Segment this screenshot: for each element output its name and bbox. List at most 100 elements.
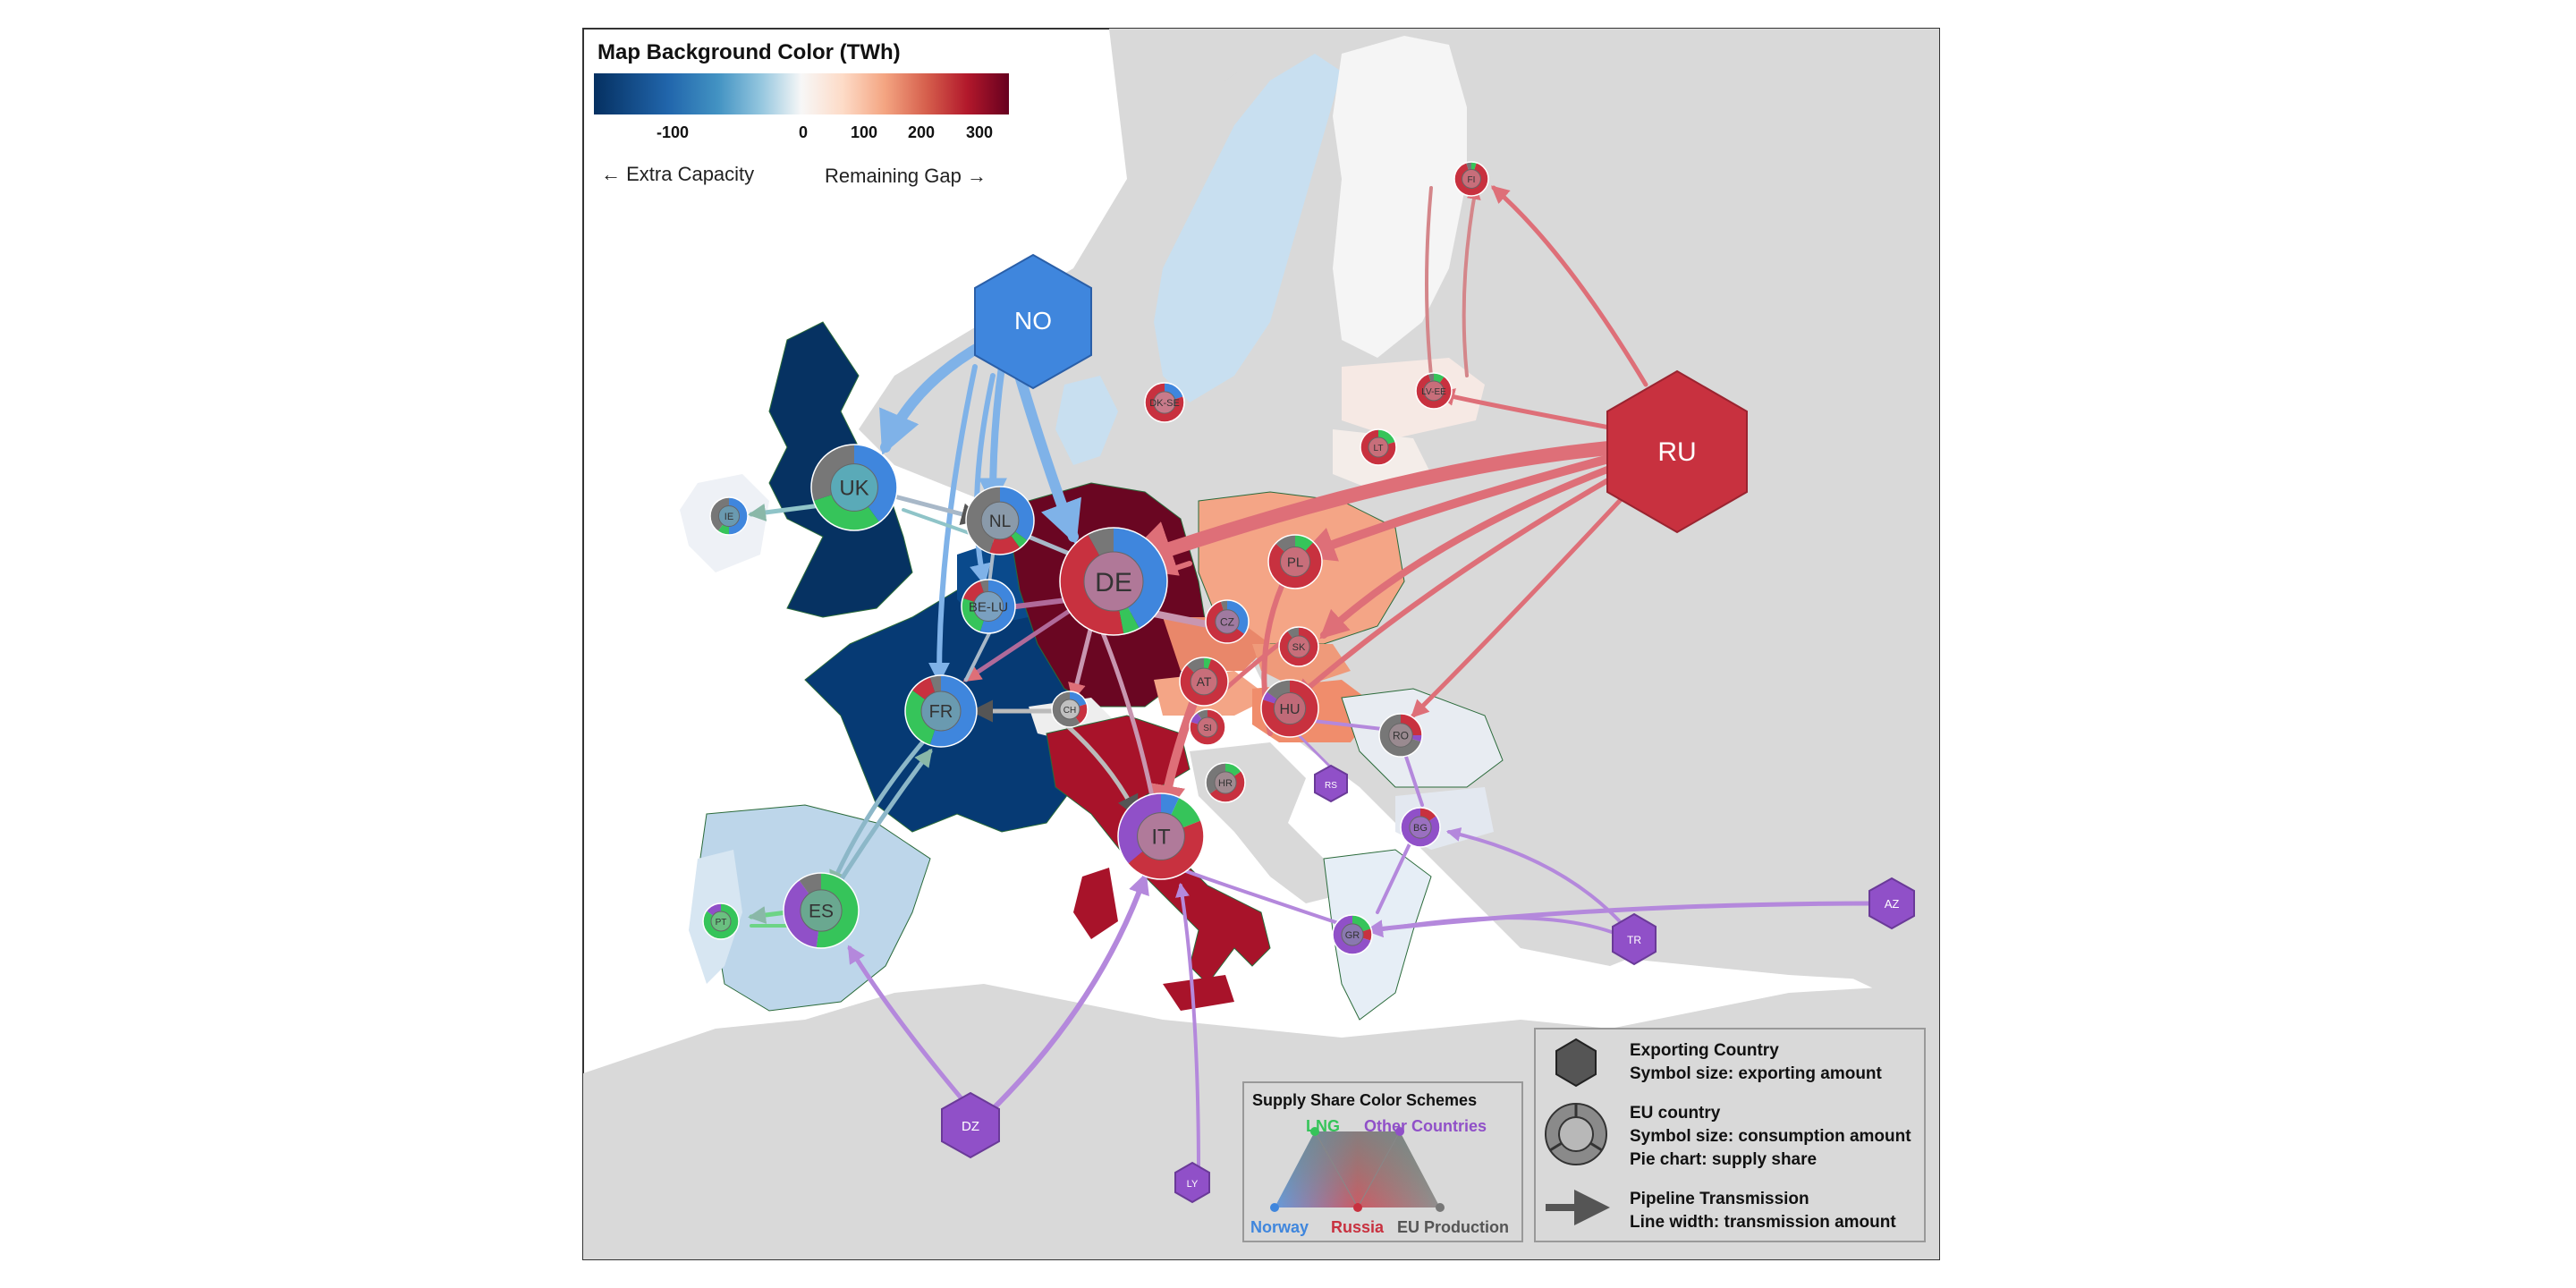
eu-node-label: BE-LU	[969, 599, 1008, 614]
pie-center	[1197, 716, 1218, 738]
pie-center	[1388, 723, 1413, 748]
exporter-rs[interactable]: RS	[1314, 764, 1348, 803]
pipe-uk-nl	[892, 494, 984, 525]
pie-center	[1462, 169, 1481, 189]
pipe-dz-es	[847, 945, 973, 1112]
eu-node-dk-se[interactable]: DK-SE	[1144, 382, 1185, 423]
pie-outline	[810, 444, 898, 531]
eu-node-nl[interactable]: NL	[965, 486, 1035, 555]
pipe-lv-fi	[1462, 184, 1481, 377]
pipe-hu-ro	[1304, 718, 1384, 731]
pipe-title: Pipeline Transmission	[1630, 1190, 1809, 1208]
eu-node-hu[interactable]: HU	[1260, 679, 1319, 738]
pipe-ru-pl	[1299, 452, 1623, 562]
eu-node-label: NL	[989, 513, 1011, 531]
exporter-label: AZ	[1885, 897, 1900, 911]
exporters: NO RU DZ LY AZ TR RS	[941, 253, 1915, 1204]
pie-center	[1153, 391, 1176, 414]
pie-outline	[1400, 807, 1441, 848]
eu-node-ro[interactable]: RO	[1378, 713, 1423, 758]
eu-node-pl[interactable]: PL	[1267, 534, 1323, 589]
eu-node-label: HR	[1218, 778, 1233, 789]
eu-node-label: RO	[1393, 729, 1409, 741]
colorbar: Map Background Color (TWh) -100 0 100 20…	[594, 40, 1009, 187]
eu-node-lv-ee[interactable]: LV-EE	[1415, 372, 1453, 410]
russia-label: Russia	[1331, 1218, 1385, 1236]
pipe-be-fr	[964, 624, 995, 682]
eu-node-label: AT	[1197, 674, 1212, 689]
pipe-ru-hu	[1293, 471, 1622, 701]
sweden-land	[1154, 54, 1342, 402]
eu-node-cz[interactable]: CZ	[1205, 599, 1250, 644]
eu-node-label: HU	[1279, 702, 1300, 717]
exporter-tr[interactable]: TR	[1612, 912, 1657, 966]
exporter-az[interactable]: AZ	[1868, 877, 1915, 930]
exporter-no[interactable]: NO	[974, 253, 1092, 390]
pipe-ly-it	[1175, 882, 1200, 1174]
lng-label: LNG	[1306, 1117, 1340, 1135]
eu-node-fr[interactable]: FR	[904, 674, 978, 748]
exporter-ly[interactable]: LY	[1174, 1161, 1210, 1204]
pie-outline	[1278, 626, 1319, 667]
pie-outline	[1144, 382, 1185, 423]
symbol-legend: Exporting Country Symbol size: exporting…	[1534, 1028, 1926, 1242]
eu-node-be-lu[interactable]: BE-LU	[961, 579, 1016, 634]
pie-center	[1083, 551, 1144, 612]
colorbar-tick: 100	[851, 123, 877, 141]
eu-node-bg[interactable]: BG	[1400, 807, 1441, 848]
exporter-label: RU	[1657, 437, 1696, 467]
eu-node-uk[interactable]: UK	[810, 444, 898, 531]
sicily-land	[1163, 975, 1234, 1011]
pie-center	[973, 591, 1004, 622]
other-dot	[1395, 1127, 1404, 1136]
eu-title: EU country	[1630, 1104, 1721, 1123]
colorbar-tick: 200	[908, 123, 935, 141]
pie-outline	[709, 496, 749, 536]
eu-node-label: SK	[1292, 642, 1306, 653]
pie-outline	[1117, 792, 1205, 880]
pipe-no-de	[1014, 370, 1081, 545]
eu-node-lt[interactable]: LT	[1360, 428, 1397, 466]
pipe-de-it	[1097, 623, 1157, 808]
pie-center	[1280, 547, 1310, 577]
pipe-nl-uk	[902, 508, 981, 538]
exporter-label: NO	[1014, 307, 1052, 335]
eu-node-hr[interactable]: HR	[1205, 762, 1246, 803]
eu-country-nodes: DE UK IT ES FR NL BE-LU PL HU AT CZ SK RO BG GR IE PT CH S…	[702, 161, 1489, 955]
pie-outline	[1415, 372, 1453, 410]
eu-node-ie[interactable]: IE	[709, 496, 749, 536]
eu-node-fi[interactable]: FI	[1453, 161, 1489, 197]
eu-node-de[interactable]: DE	[1059, 527, 1168, 636]
pipe-bg-gr	[1376, 835, 1415, 914]
pie-center	[1287, 635, 1310, 658]
exporter-ru[interactable]: RU	[1606, 369, 1748, 534]
remaining-gap-label: Remaining Gap →	[825, 165, 987, 187]
pie-outline	[965, 486, 1035, 555]
pie-center	[1190, 667, 1218, 696]
colorbar-tick: 0	[799, 123, 808, 141]
eu-node-it[interactable]: IT	[1117, 792, 1205, 880]
pie-center	[1341, 923, 1364, 946]
eu-node-es[interactable]: ES	[783, 872, 860, 949]
baltics-land	[1342, 358, 1485, 438]
eu-node-sk[interactable]: SK	[1278, 626, 1319, 667]
eu-node-gr[interactable]: GR	[1332, 914, 1373, 955]
pie-outline	[1205, 762, 1246, 803]
eu-node-si[interactable]: SI	[1189, 708, 1226, 746]
eu-node-pt[interactable]: PT	[702, 902, 740, 940]
pie-center	[980, 501, 1020, 540]
extra-capacity-label: ← Extra Capacity	[601, 163, 754, 185]
pie-center	[1368, 436, 1389, 458]
pipe-es-fr	[829, 748, 933, 897]
exporting-title: Exporting Country	[1630, 1041, 1779, 1060]
eu-desc-size: Symbol size: consumption amount	[1630, 1127, 1911, 1146]
pie-outline	[1179, 657, 1229, 707]
exporter-dz[interactable]: DZ	[941, 1091, 1000, 1159]
pie-center	[710, 911, 732, 932]
eu-node-label: FI	[1468, 175, 1476, 185]
exporter-label: DZ	[962, 1119, 979, 1134]
eu-node-at[interactable]: AT	[1179, 657, 1229, 707]
pie-center	[1409, 816, 1432, 839]
eu-node-ch[interactable]: CH	[1051, 691, 1089, 728]
